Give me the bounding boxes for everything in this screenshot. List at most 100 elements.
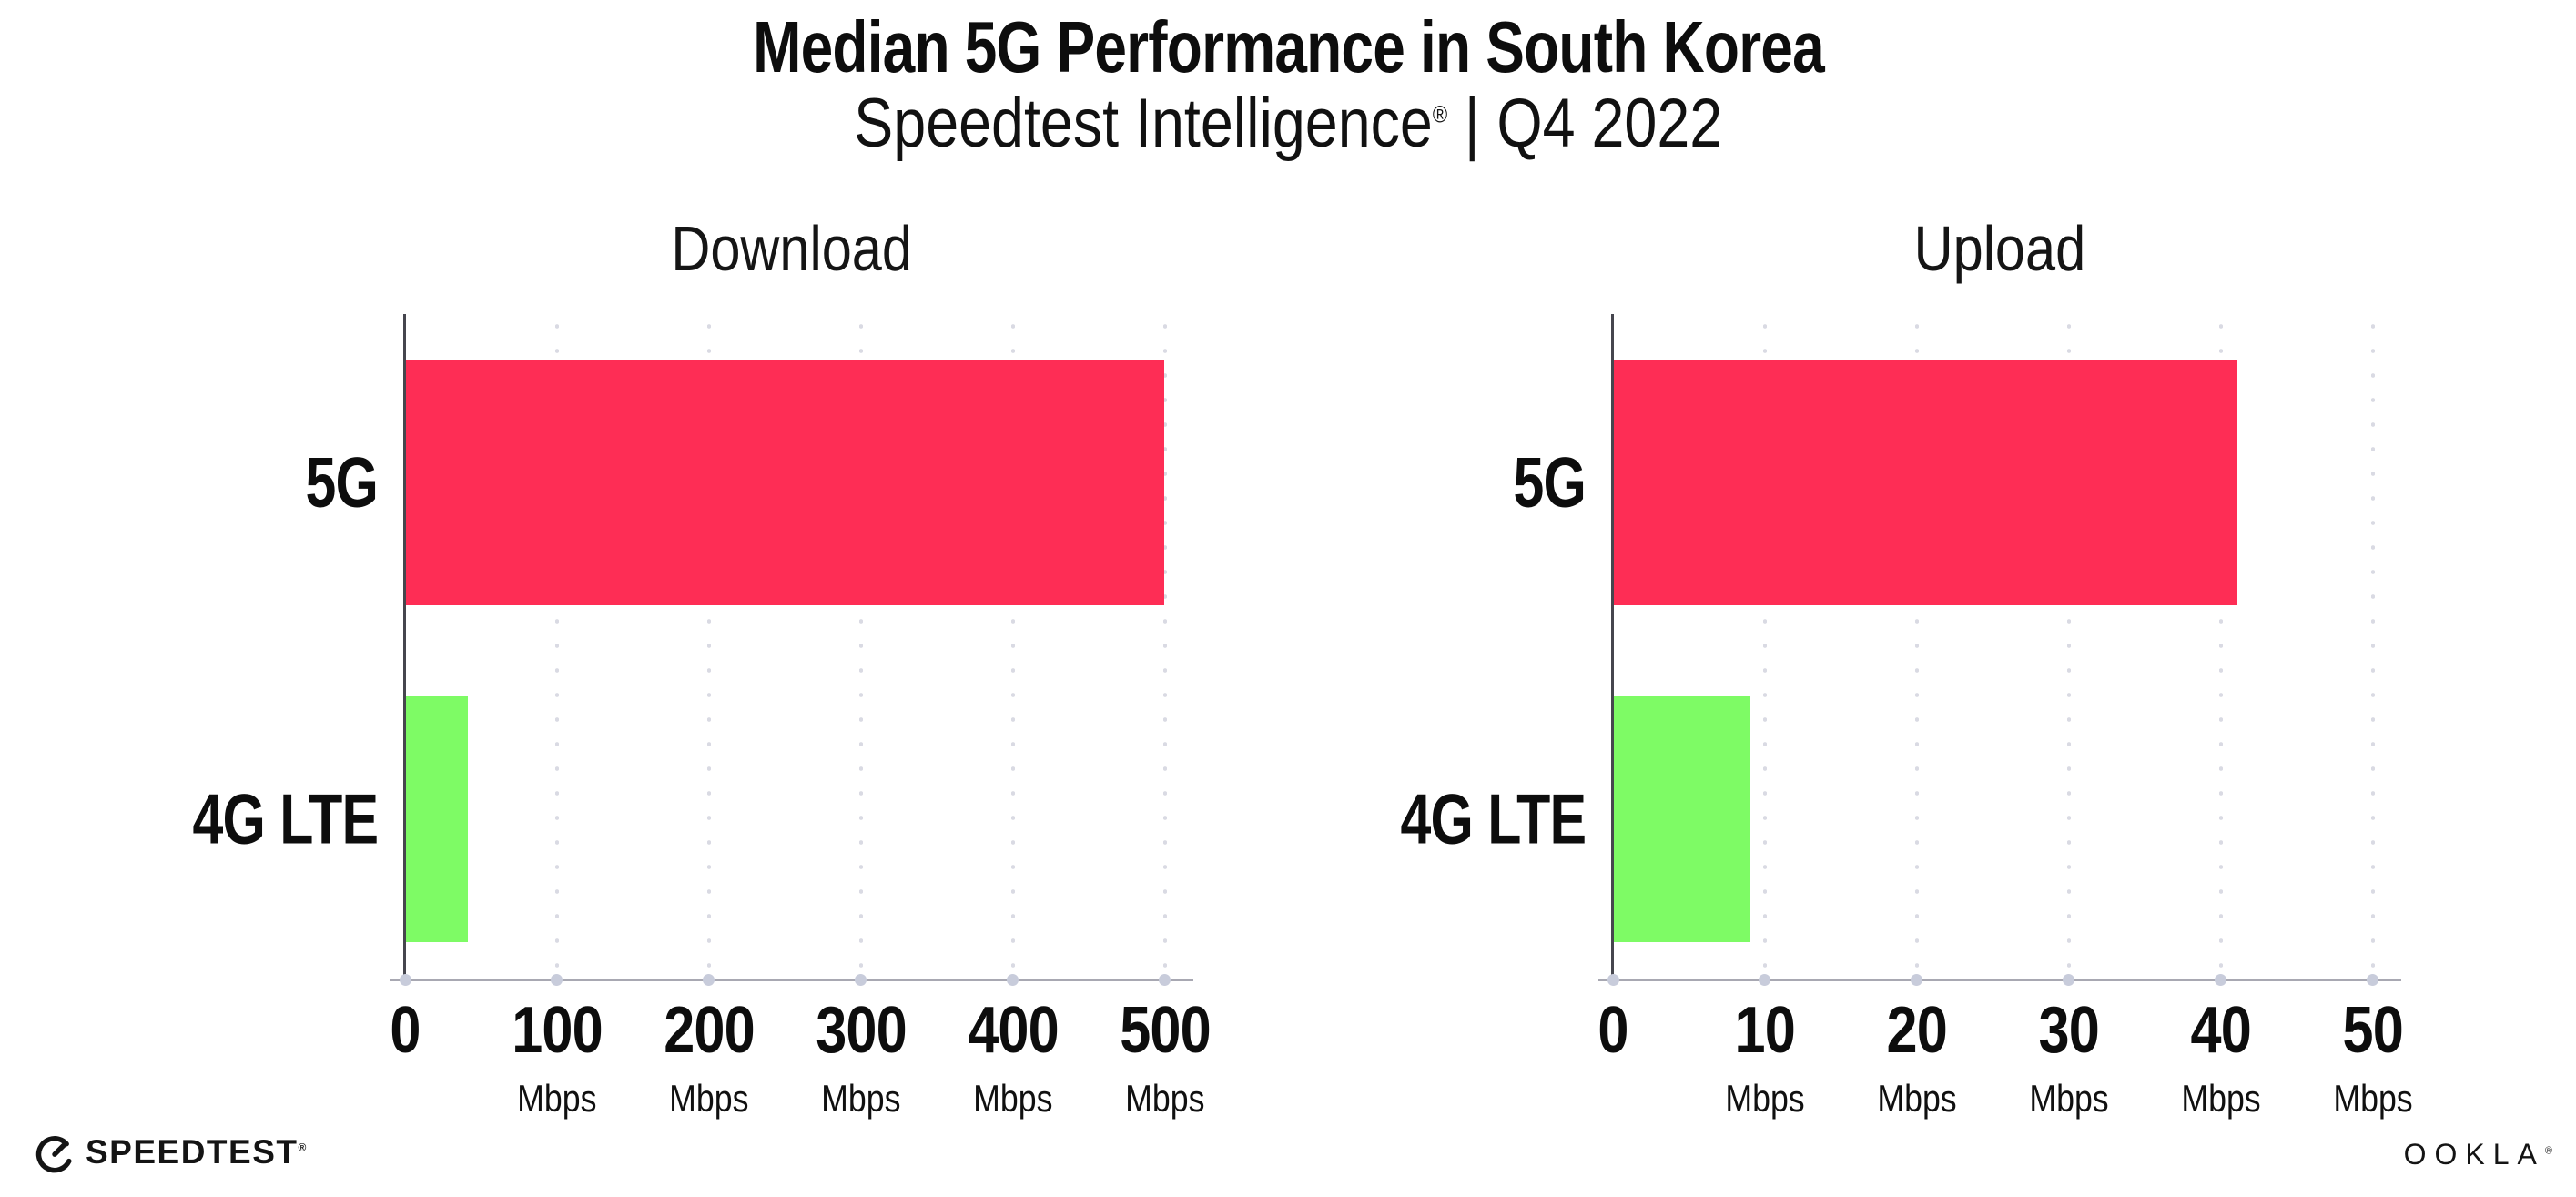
tick-number: 300 [807,993,914,1068]
tick-number: 50 [2327,993,2420,1068]
tick-unit-text: Mbps [2029,1077,2109,1120]
tick-unit-label: Mbps [807,1077,914,1121]
tick-number: 40 [2175,993,2268,1068]
tick-number: 10 [1719,993,1812,1068]
row-label-4g-lte: 4G LTE [1348,778,1587,861]
x-axis-line [390,979,1193,981]
tick-number-text: 300 [816,994,907,1067]
bar-5g [1614,360,2237,605]
tick-number-text: 500 [1120,994,1211,1067]
tick-unit-text: Mbps [2181,1077,2261,1120]
row-label-text: 4G LTE [1400,778,1587,859]
tick-number: 200 [655,993,762,1068]
tick-unit-label: Mbps [2327,1077,2420,1121]
tick-50: 50 Mbps [2327,993,2420,1121]
tick-unit-text: Mbps [1725,1077,1805,1120]
axis-tick-dot [2215,974,2227,986]
tick-number-text: 40 [2190,994,2252,1067]
row-label-4g-lte: 4G LTE [140,778,379,861]
tick-100: 100 Mbps [503,993,610,1121]
page-title: Median 5G Performance in South Korea [0,5,2576,89]
gridline-400 [1010,314,1015,979]
tick-number: 0 [1595,993,1630,1068]
axis-tick-dot [2063,974,2075,986]
registered-mark-icon: ® [1432,100,1447,128]
tick-number-text: 0 [1597,994,1628,1067]
tick-0: 0 [387,993,422,1068]
gridline-20 [1914,314,1919,979]
gridline-10 [1762,314,1767,979]
ookla-logo: OOKLA® [2404,1138,2552,1172]
row-label-5g: 5G [1493,441,1586,524]
tick-number: 100 [503,993,610,1068]
tick-unit-label: Mbps [503,1077,610,1121]
axis-tick-dot [1607,974,1619,986]
tick-unit-label: Mbps [959,1077,1066,1121]
tick-number: 500 [1111,993,1218,1068]
chart-title-upload: Upload [1913,213,2086,284]
download-chart: Download 5G 4G LTE 0 100 Mbps 200 Mbps 300 Mbps… [192,213,1211,1120]
upload-chart: Upload 5G 4G LTE 0 10 Mbps 20 Mbps 30 Mbps 40 Mbp… [1400,213,2412,1120]
tick-unit-text: Mbps [821,1077,901,1120]
subtitle-period: Q4 2022 [1496,85,1723,162]
tick-unit-label: Mbps [2175,1077,2268,1121]
axis-tick-dot [855,974,867,986]
tick-number-text: 50 [2342,994,2404,1067]
tick-unit-label: Mbps [655,1077,762,1121]
tick-40: 40 Mbps [2175,993,2268,1121]
bar-4g-lte [1614,696,1751,942]
tick-unit-text: Mbps [973,1077,1053,1120]
tick-number-text: 100 [512,994,603,1067]
tick-unit-label: Mbps [1871,1077,1964,1121]
gridline-300 [858,314,863,979]
gridline-500 [1162,314,1167,979]
tick-number: 30 [2023,993,2116,1068]
tick-300: 300 Mbps [807,993,914,1121]
tick-unit-text: Mbps [517,1077,597,1120]
speedtest-logo: SPEEDTEST® [33,1131,308,1174]
tick-10: 10 Mbps [1719,993,1812,1121]
plot-area: 5G 4G LTE [1400,314,2401,986]
speedtest-gauge-icon [35,1136,74,1173]
axis-tick-dot [703,974,715,986]
tick-number-text: 30 [2038,994,2100,1067]
y-axis-line [1611,314,1614,981]
bar-4g-lte [406,696,469,942]
tick-number: 20 [1871,993,1964,1068]
axis-tick-dot [1007,974,1019,986]
axis-tick-dot [399,974,411,986]
registered-mark-icon: ® [2544,1145,2552,1157]
speedtest-wordmark: SPEEDTEST® [86,1133,308,1171]
axis-tick-dot [2367,974,2379,986]
tick-30: 30 Mbps [2023,993,2116,1121]
tick-number-text: 10 [1734,994,1796,1067]
tick-number-text: 200 [664,994,755,1067]
tick-unit-label: Mbps [1719,1077,1812,1121]
subtitle-brand: Speedtest Intelligence [853,85,1433,162]
tick-200: 200 Mbps [655,993,762,1121]
axis-tick-dot [1159,974,1171,986]
tick-number: 0 [387,993,422,1068]
row-label-5g: 5G [285,441,378,524]
row-label-text: 4G LTE [192,778,379,859]
tick-400: 400 Mbps [959,993,1066,1121]
tick-0: 0 [1595,993,1630,1068]
gridline-40 [2218,314,2223,979]
row-label-text: 5G [305,441,378,522]
tick-unit-text: Mbps [669,1077,749,1120]
tick-500: 500 Mbps [1111,993,1218,1121]
registered-mark-icon: ® [298,1141,308,1154]
bar-5g [406,360,1165,605]
gridline-30 [2066,314,2071,979]
gridline-50 [2370,314,2375,979]
tick-number-text: 20 [1886,994,1948,1067]
page-title-text: Median 5G Performance in South Korea [752,6,1825,87]
gridline-200 [706,314,711,979]
chart-title-download: Download [671,213,913,284]
tick-unit-text: Mbps [1877,1077,1957,1120]
tick-number: 400 [959,993,1066,1068]
tick-unit-label: Mbps [1111,1077,1218,1121]
axis-tick-dot [1759,974,1771,986]
x-axis-line [1598,979,2401,981]
